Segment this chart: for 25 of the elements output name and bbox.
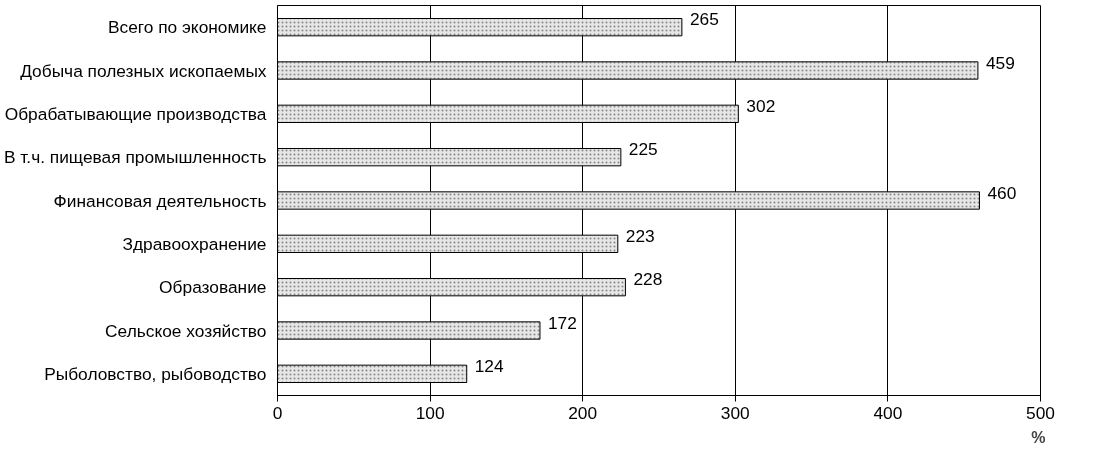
data-label: 172: [547, 312, 577, 333]
x-tick-label: 100: [415, 402, 445, 423]
data-label: 302: [746, 95, 776, 116]
x-tick-label: 200: [568, 402, 598, 423]
data-label: 460: [987, 182, 1017, 203]
x-axis-title: %: [1031, 428, 1046, 446]
data-label: 223: [625, 225, 655, 246]
x-tick-label: 0: [272, 402, 283, 423]
y-tick-label: Сельское хозяйство: [105, 320, 267, 341]
y-tick-label: Здравоохранение: [122, 233, 267, 254]
data-label: 124: [474, 355, 504, 376]
data-label: 265: [689, 9, 719, 30]
data-label: 225: [628, 139, 658, 160]
y-tick-label: Финансовая деятельность: [53, 190, 267, 211]
y-tick-label: Рыболовство, рыбоводство: [44, 363, 267, 384]
x-tick-label: 500: [1026, 402, 1055, 423]
y-tick-label: В т.ч. пищевая промышленность: [3, 147, 267, 168]
x-tick-label: 300: [720, 402, 750, 423]
y-tick-label: Обрабатывающие производства: [4, 103, 267, 124]
y-tick-label: Образование: [159, 277, 267, 298]
y-tick-label: Добыча полезных ископаемых: [20, 60, 267, 81]
x-tick-label: 400: [873, 402, 903, 423]
data-label: 459: [985, 52, 1015, 73]
y-tick-label: Всего по экономике: [107, 17, 267, 38]
data-label: 228: [633, 269, 663, 290]
